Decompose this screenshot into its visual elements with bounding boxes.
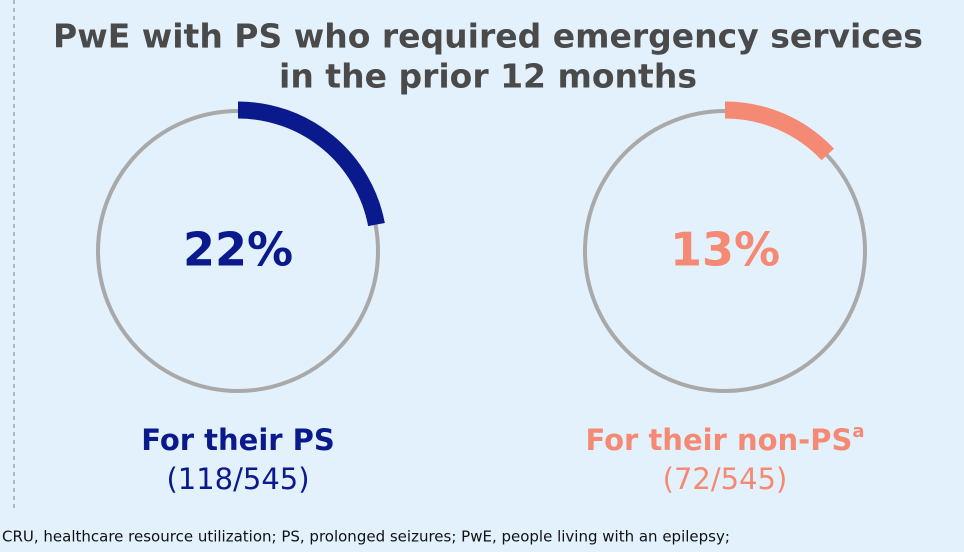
category-label: For their PS	[141, 423, 335, 457]
donut-arc	[724, 101, 834, 161]
sublabel: (72/545)	[663, 462, 788, 496]
value-label: 22%	[183, 223, 293, 277]
label-superscript: a	[852, 421, 864, 442]
label-text: For their non-PS	[585, 423, 852, 457]
title: PwE with PS who required emergency servi…	[53, 17, 923, 56]
title: in the prior 12 months	[279, 57, 697, 96]
footnote: CRU, healthcare resource utilization; PS…	[2, 528, 730, 546]
sublabel: (118/545)	[166, 462, 309, 496]
donut-arc	[237, 101, 385, 227]
category-label: For their non-PSa	[585, 421, 864, 457]
label-text: For their PS	[141, 423, 335, 457]
value-label: 13%	[670, 223, 780, 277]
